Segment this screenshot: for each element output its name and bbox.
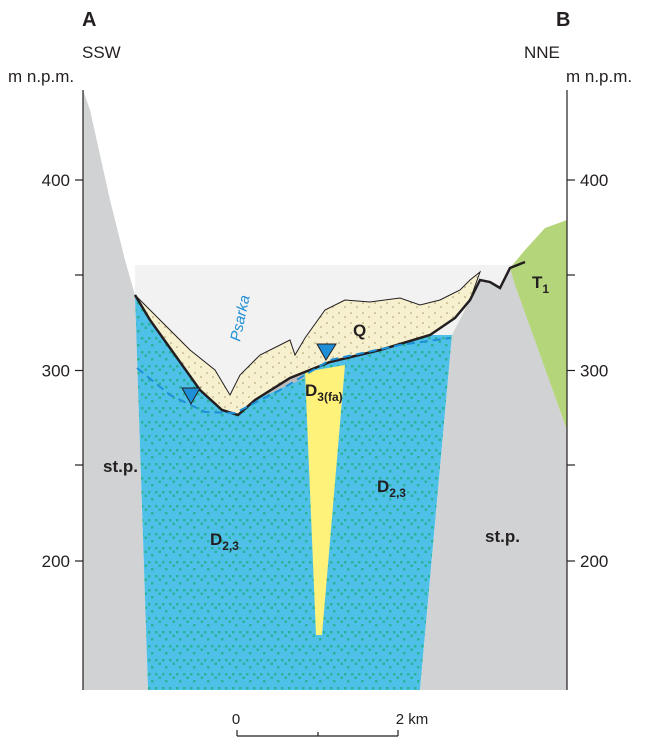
tick-label: 200: [42, 552, 70, 571]
direction: NNE: [524, 43, 560, 62]
point-label: B: [556, 9, 570, 31]
unit-label: Q: [353, 321, 366, 340]
scale-bar: [237, 730, 398, 736]
tick-label: 400: [580, 171, 608, 190]
unit-label: st.p.: [485, 527, 520, 546]
tick-label: 200: [580, 552, 608, 571]
tick-label: 400: [42, 171, 70, 190]
scale-label: 0: [232, 711, 240, 728]
direction: SSW: [82, 43, 121, 62]
scale-label: 2 km: [396, 711, 429, 728]
cross-section: A SSW m n.p.m. B NNE m n.p.m. st.p. st.p…: [0, 0, 648, 740]
axis-unit: m n.p.m.: [566, 67, 632, 86]
point-label: A: [82, 9, 96, 31]
tick-label: 300: [42, 362, 70, 381]
tick-label: 300: [580, 362, 608, 381]
unit-label: st.p.: [103, 457, 138, 476]
axis-unit: m n.p.m.: [8, 67, 74, 86]
